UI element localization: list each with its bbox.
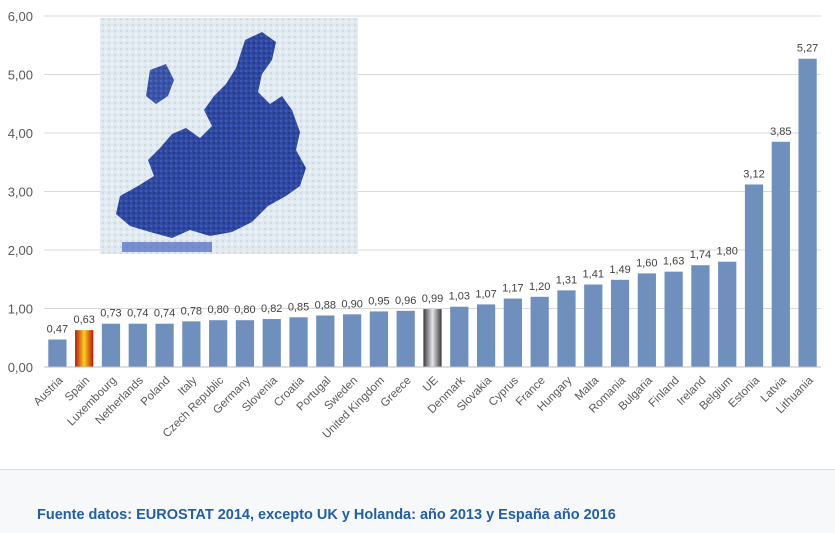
bars <box>48 58 817 368</box>
x-tick-label: Italy <box>176 374 200 398</box>
y-tick-label: 5,00 <box>8 68 33 83</box>
data-label: 0,74 <box>154 308 175 320</box>
data-label: 1,41 <box>583 269 604 281</box>
bar-lithuania <box>798 58 817 368</box>
data-label: 1,03 <box>449 291 470 303</box>
bar-greece <box>396 310 415 367</box>
data-label: 0,88 <box>315 300 336 312</box>
data-label: 0,96 <box>395 295 416 307</box>
bar-chart: 0,00 1,00 2,00 3,00 4,00 5,00 6,00 0,47 0,63 0,7… <box>8 9 821 441</box>
bar-austria <box>48 339 67 367</box>
x-tick-label: UE <box>421 374 441 394</box>
y-tick-label: 3,00 <box>8 185 33 200</box>
data-label: 0,85 <box>288 301 309 313</box>
map-strip <box>122 242 212 252</box>
bar-bulgaria <box>637 273 656 367</box>
bar-finland <box>664 271 683 367</box>
source-note: Fuente datos: EUROSTAT 2014, excepto UK … <box>37 507 616 523</box>
bar-france <box>530 296 549 367</box>
data-label: 3,85 <box>770 126 791 138</box>
bar-slovenia <box>262 319 281 367</box>
data-label: 0,80 <box>207 304 228 316</box>
bar-romania <box>610 279 630 367</box>
data-label: 0,90 <box>341 298 362 310</box>
data-label: 0,82 <box>261 303 282 315</box>
data-label: 1,31 <box>556 274 577 286</box>
europe-map-icon <box>100 18 358 254</box>
bar-latvia <box>771 141 790 367</box>
data-label: 5,27 <box>797 43 818 55</box>
data-label: 1,20 <box>529 281 550 293</box>
bar-hungary <box>557 290 576 367</box>
y-tick-label: 4,00 <box>8 126 33 141</box>
bar-ue <box>423 309 442 367</box>
data-label: 1,63 <box>663 256 684 268</box>
bar-czech-republic <box>209 320 228 367</box>
data-label: 0,78 <box>181 305 202 317</box>
map-landmass <box>116 32 306 238</box>
data-label: 0,47 <box>47 324 68 336</box>
bar-ireland <box>691 265 710 367</box>
data-label: 0,99 <box>422 293 443 305</box>
data-label: 1,60 <box>636 257 657 269</box>
y-tick-label: 1,00 <box>8 302 33 317</box>
bar-cyprus <box>503 298 522 367</box>
data-label: 1,49 <box>609 264 630 276</box>
data-label: 1,80 <box>717 246 738 258</box>
data-label: 1,17 <box>502 283 523 295</box>
y-axis-ticks: 0,00 1,00 2,00 3,00 4,00 5,00 6,00 <box>8 9 33 375</box>
data-label: 0,63 <box>73 314 94 326</box>
x-tick-label: Finland <box>647 375 682 410</box>
bar-malta <box>584 284 603 367</box>
bar-estonia <box>744 184 764 367</box>
bar-germany <box>235 320 255 367</box>
bar-italy <box>182 321 201 367</box>
bar-denmark <box>450 306 469 367</box>
data-label: 0,95 <box>368 295 389 307</box>
bar-croatia <box>289 317 308 367</box>
bar-poland <box>155 323 174 367</box>
y-tick-label: 6,00 <box>8 9 33 24</box>
bar-luxembourg <box>101 323 121 367</box>
x-tick-label: Cyprus <box>487 374 521 408</box>
x-tick-label: Greece <box>379 375 414 410</box>
data-label: 0,73 <box>100 308 121 320</box>
y-tick-label: 2,00 <box>8 243 33 258</box>
x-tick-label: Poland <box>139 375 173 409</box>
bar-belgium <box>718 261 737 367</box>
bar-slovakia <box>476 304 496 367</box>
bar-united-kingdom <box>369 311 389 367</box>
data-label: 0,80 <box>234 304 255 316</box>
map-landmass-west <box>146 64 174 104</box>
bar-netherlands <box>128 323 147 367</box>
data-label: 1,07 <box>475 288 496 300</box>
data-labels: 0,47 0,63 0,73 0,74 0,74 0,78 0,80 0,80 0,82 0,85… <box>47 43 819 336</box>
x-tick-label: Estonia <box>727 374 763 410</box>
bar-portugal <box>316 315 335 367</box>
bar-sweden <box>343 314 362 367</box>
data-label: 3,12 <box>743 168 764 180</box>
bar-spain <box>75 330 94 367</box>
x-tick-label: Austria <box>32 374 66 408</box>
data-label: 0,74 <box>127 308 148 320</box>
source-footer: Fuente datos: EUROSTAT 2014, excepto UK … <box>0 469 835 533</box>
y-tick-label: 0,00 <box>8 360 33 375</box>
data-label: 1,74 <box>690 249 711 261</box>
